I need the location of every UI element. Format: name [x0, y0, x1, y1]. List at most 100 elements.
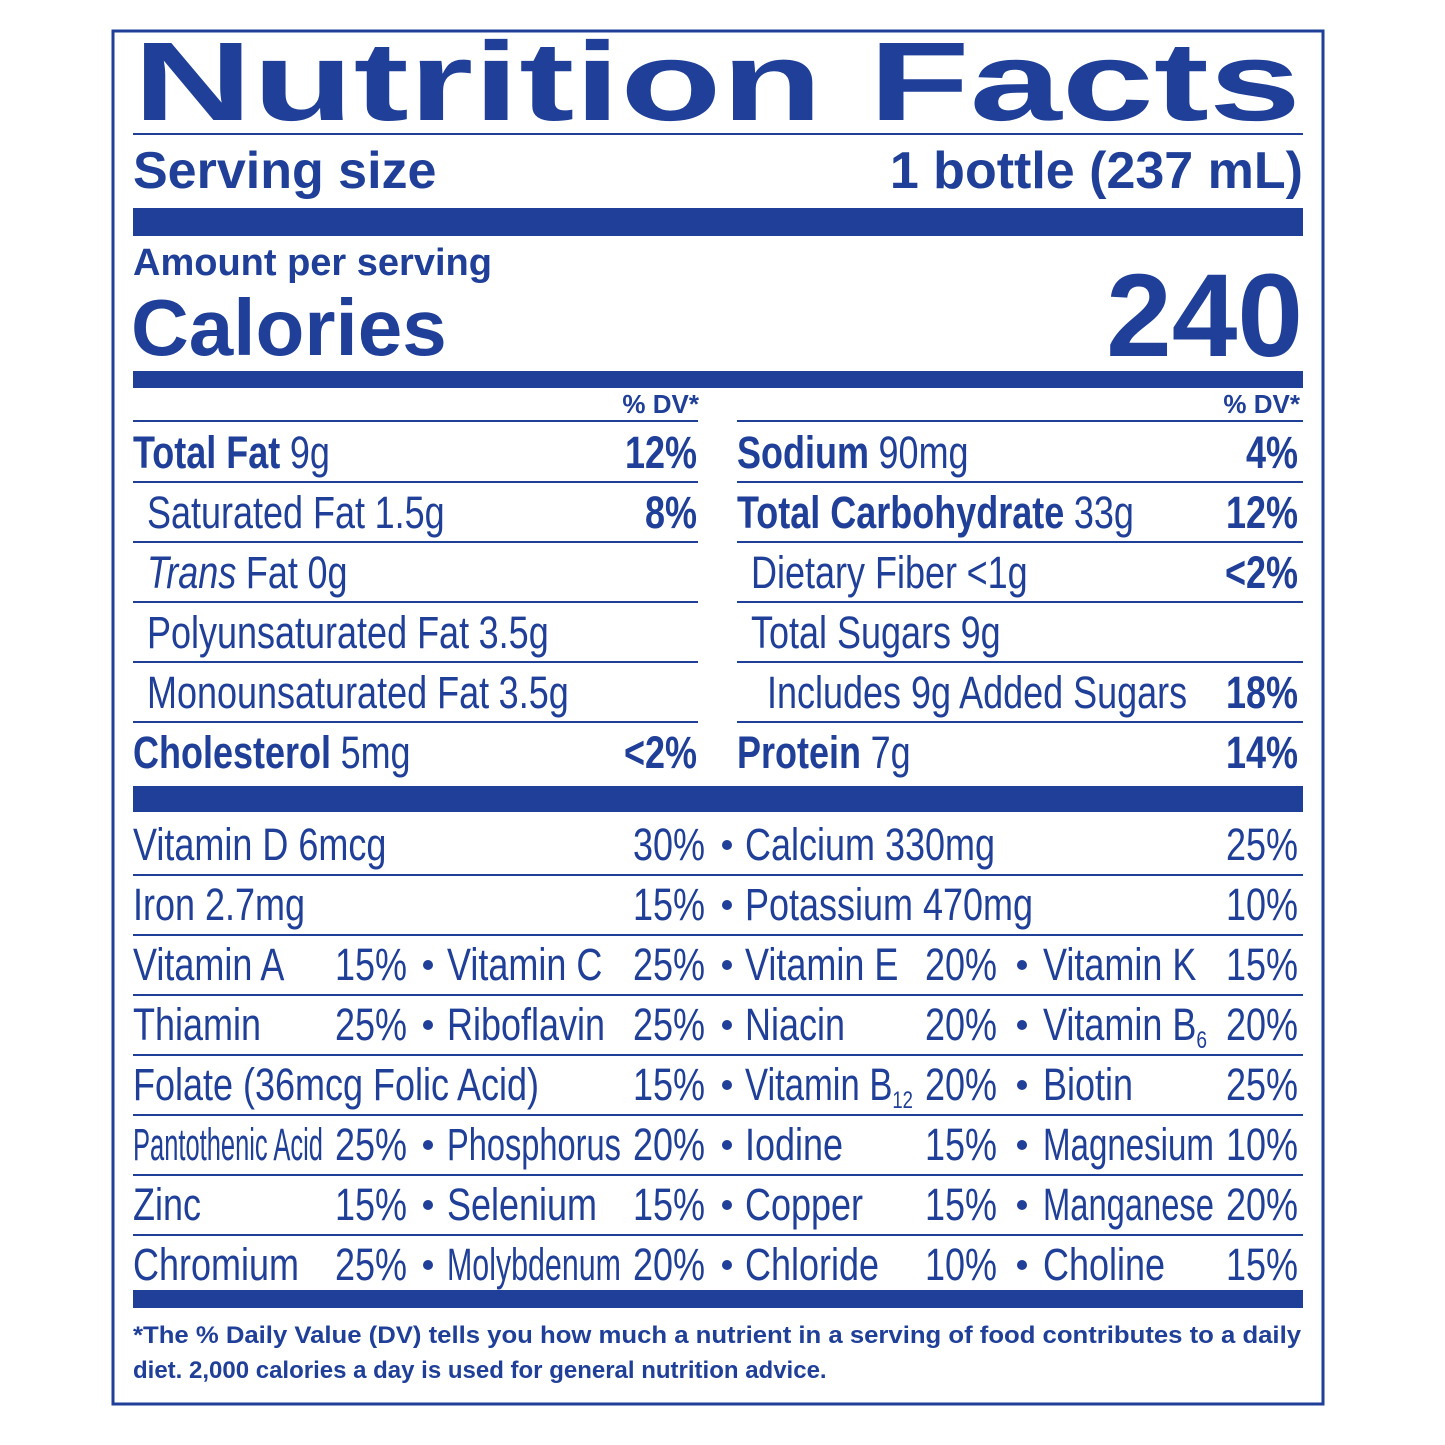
name: Dietary Fiber: [751, 547, 957, 598]
nutrient-row: Includes 9g Added Sugars: [767, 667, 1187, 718]
name: Total Fat: [133, 427, 281, 478]
bullet: [1017, 1140, 1027, 1150]
bullet: [1017, 1260, 1027, 1270]
dv-value: 30%: [633, 819, 705, 870]
vitamin-name: Vitamin D 6mcg: [133, 819, 386, 870]
vitamin-name: Potassium 470mg: [745, 879, 1033, 930]
dv-value: 25%: [335, 1239, 407, 1290]
vitamin-name: Iodine: [745, 1119, 843, 1170]
name: Cholesterol: [133, 727, 331, 778]
amount: 1.5g: [375, 487, 445, 538]
dv-value: 25%: [1226, 1059, 1298, 1110]
name-italic: Trans: [147, 547, 236, 598]
dv-value: <2%: [1225, 547, 1298, 598]
subscript: 6: [1196, 1026, 1207, 1054]
dv-value: 15%: [925, 1119, 997, 1170]
subscript: 12: [892, 1087, 913, 1114]
name: Polyunsaturated Fat: [147, 607, 470, 658]
vitamin-name: Copper: [745, 1179, 863, 1230]
bullet: [423, 1020, 433, 1030]
dv-value: 15%: [335, 939, 407, 990]
name: Vitamin D 6mcg: [133, 819, 386, 870]
amount: 9g: [961, 607, 1001, 658]
dv-value: 25%: [633, 999, 705, 1050]
vitamin-name: Riboflavin: [447, 999, 605, 1050]
name: Vitamin B: [1043, 999, 1196, 1050]
bullet: [722, 1140, 732, 1150]
nutrient-row: Dietary Fiber <1g: [751, 547, 1028, 598]
name: Thiamin: [133, 999, 261, 1050]
name: Choline: [1043, 1239, 1165, 1290]
vitamin-name: Calcium 330mg: [745, 819, 995, 870]
vitamin-name: Niacin: [745, 999, 845, 1050]
nutrient-row: Sodium 90mg: [737, 427, 969, 478]
dv-value: 20%: [925, 999, 997, 1050]
name: Riboflavin: [447, 999, 605, 1050]
vitamin-name: Phosphorus: [447, 1120, 621, 1170]
dv-value: 20%: [1226, 1179, 1298, 1230]
name: Saturated Fat: [147, 487, 366, 538]
calories-value: 240: [1106, 250, 1303, 382]
name: Iron 2.7mg: [133, 879, 305, 930]
amount-label: Amount per serving: [133, 242, 492, 284]
thick-bar: [133, 371, 1303, 388]
name: Total Carbohydrate: [737, 487, 1064, 538]
dv-value: 15%: [925, 1179, 997, 1230]
name: Selenium: [447, 1179, 597, 1230]
dv-value: 15%: [633, 879, 705, 930]
name: Sodium: [737, 427, 869, 478]
thick-bar: [133, 1290, 1303, 1308]
dv-value: 25%: [633, 939, 705, 990]
amount: <1g: [967, 547, 1028, 598]
name: Copper: [745, 1179, 863, 1230]
vitamin-name: Folate (36mcg Folic Acid): [133, 1059, 539, 1110]
name: Folate (36mcg Folic Acid): [133, 1059, 539, 1110]
vitamin-name: Selenium: [447, 1179, 597, 1230]
amount: 0g: [308, 547, 348, 598]
dv-value: 20%: [925, 1059, 997, 1110]
nutrient-row: Polyunsaturated Fat 3.5g: [147, 607, 549, 658]
nutrient-row: Monounsaturated Fat 3.5g: [147, 667, 569, 718]
nutrient-row: Total Carbohydrate 33g: [737, 487, 1134, 538]
name: Vitamin E: [745, 939, 898, 990]
name: Includes 9g Added Sugars: [767, 667, 1187, 718]
amount: 33g: [1074, 487, 1134, 538]
name: Monounsaturated Fat: [147, 667, 490, 718]
bullet: [722, 1200, 732, 1210]
vitamin-name: Choline: [1043, 1239, 1165, 1290]
dv-header: % DV*: [1223, 389, 1300, 419]
name: Biotin: [1043, 1059, 1133, 1110]
amount: 90mg: [879, 427, 969, 478]
name: Zinc: [133, 1179, 201, 1230]
bullet: [722, 840, 732, 850]
vitamin-name: Pantothenic Acid: [133, 1119, 323, 1169]
name: Molybdenum: [447, 1240, 621, 1290]
name: Potassium 470mg: [745, 879, 1033, 930]
thick-bar: [133, 208, 1303, 236]
serving-value: 1 bottle (237 mL): [890, 142, 1303, 200]
amount: 3.5g: [499, 667, 569, 718]
vitamin-name: Vitamin B6: [1043, 999, 1207, 1053]
bullet: [1017, 1080, 1027, 1090]
bullet: [1017, 1200, 1027, 1210]
dv-value: <2%: [624, 727, 697, 778]
thick-bar: [133, 786, 1303, 812]
vitamin-name: Molybdenum: [447, 1240, 621, 1290]
bullet: [722, 960, 732, 970]
serving-label: Serving size: [133, 142, 436, 200]
dv-value: 8%: [645, 487, 697, 538]
name: Vitamin K: [1043, 939, 1196, 990]
dv-value: 10%: [925, 1239, 997, 1290]
vitamin-name: Vitamin K: [1043, 939, 1196, 990]
vitamin-name: Manganese: [1043, 1180, 1214, 1230]
amount: 7g: [871, 727, 911, 778]
vitamin-name: Magnesium: [1043, 1120, 1214, 1170]
dv-value: 15%: [633, 1179, 705, 1230]
amount: 9g: [290, 427, 330, 478]
name: Total Sugars: [751, 607, 951, 658]
dv-value: 25%: [335, 999, 407, 1050]
name: Calcium 330mg: [745, 819, 995, 870]
vitamin-name: Chromium: [133, 1239, 299, 1290]
